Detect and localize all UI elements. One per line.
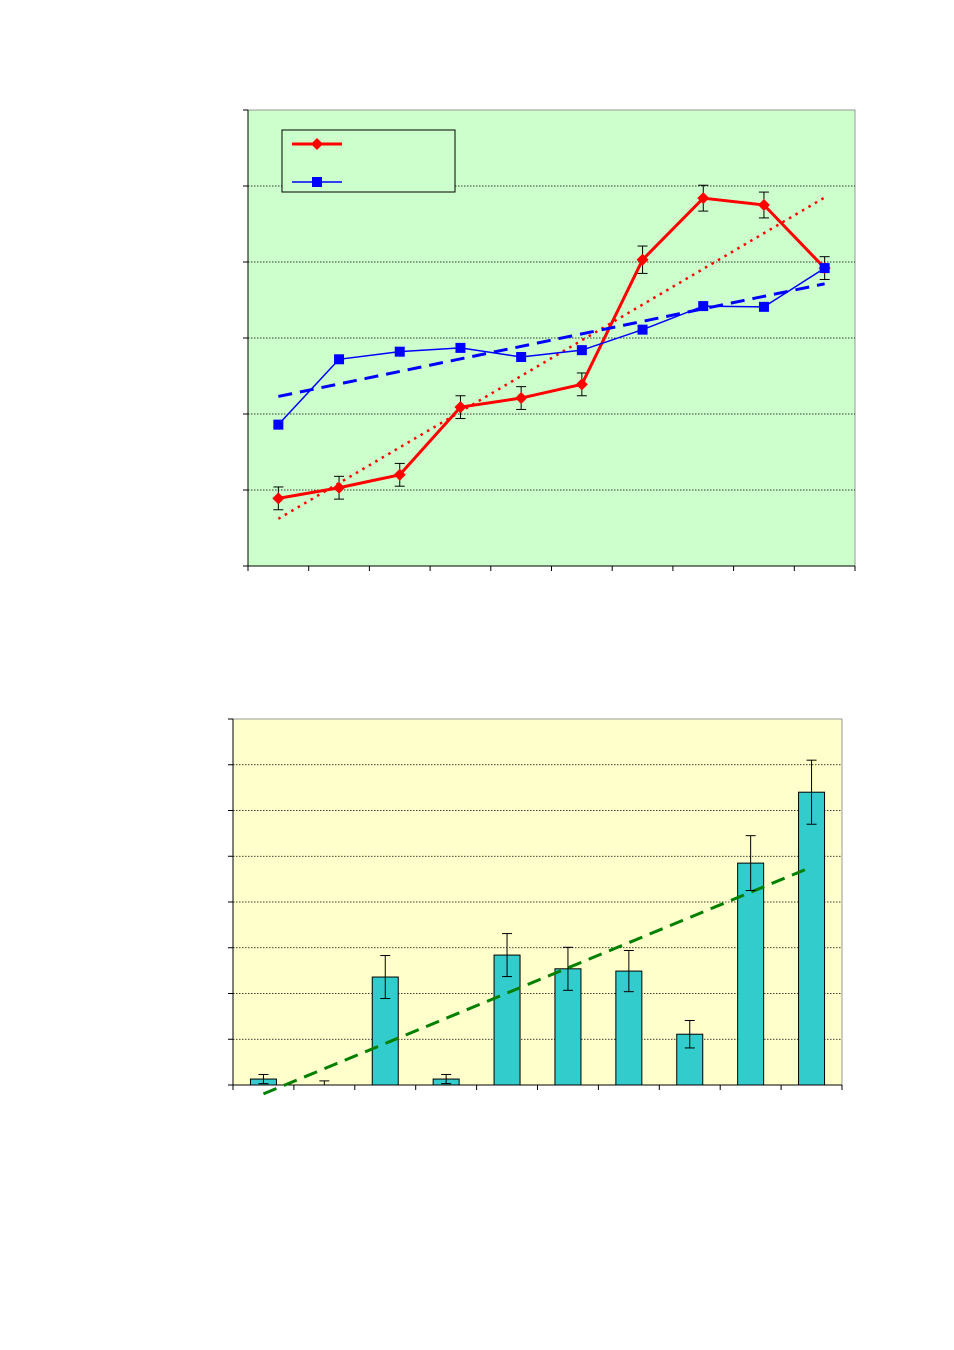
series-line bbox=[277, 267, 826, 426]
error-bar bbox=[258, 1073, 269, 1085]
bar bbox=[798, 791, 826, 1086]
error-bar bbox=[441, 1073, 452, 1085]
marker bbox=[273, 419, 284, 430]
chart bbox=[243, 109, 856, 571]
error-bar bbox=[380, 955, 391, 1000]
marker bbox=[272, 492, 285, 505]
marker bbox=[637, 324, 648, 335]
marker bbox=[515, 392, 528, 405]
marker bbox=[819, 263, 830, 274]
error-bar bbox=[319, 1080, 330, 1085]
marker bbox=[394, 346, 405, 357]
marker bbox=[455, 342, 466, 353]
marker bbox=[333, 481, 346, 494]
marker bbox=[393, 468, 406, 481]
marker bbox=[576, 345, 587, 356]
marker bbox=[698, 301, 709, 312]
bar bbox=[737, 862, 765, 1086]
marker bbox=[311, 138, 323, 150]
series-line bbox=[278, 196, 826, 500]
trendline bbox=[262, 865, 813, 1096]
marker bbox=[312, 177, 322, 187]
error-bar bbox=[562, 946, 573, 991]
error-bar bbox=[745, 835, 756, 892]
marker bbox=[757, 199, 770, 211]
trendline bbox=[277, 196, 826, 520]
error-bar bbox=[502, 933, 513, 978]
error-bar bbox=[806, 759, 817, 825]
trendline bbox=[278, 282, 825, 398]
marker bbox=[758, 301, 769, 312]
marker bbox=[454, 401, 467, 414]
error-bar bbox=[684, 1019, 695, 1049]
marker bbox=[575, 378, 588, 391]
chart bbox=[228, 718, 843, 1096]
error-bar bbox=[623, 949, 634, 993]
marker bbox=[516, 352, 527, 362]
legend bbox=[281, 129, 456, 193]
marker bbox=[636, 253, 649, 266]
marker bbox=[334, 354, 345, 365]
marker bbox=[697, 192, 710, 205]
